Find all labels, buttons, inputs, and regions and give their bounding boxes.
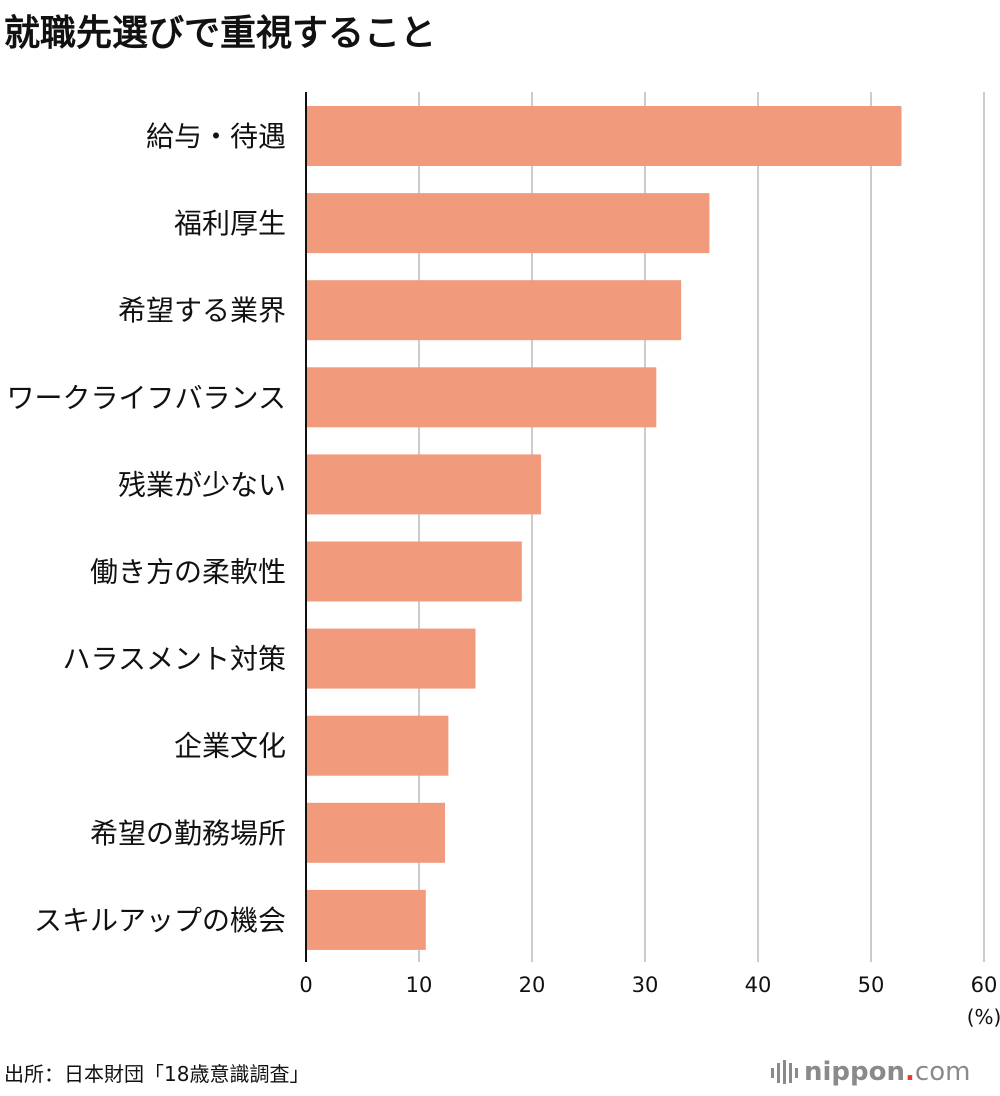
- x-tick-label: 10: [406, 973, 433, 997]
- x-tick-labels: 0 10 20 30 40 50 60: [299, 973, 997, 997]
- nippon-mark-icon: [771, 1060, 798, 1084]
- bar: [306, 889, 426, 950]
- category-labels: 給与・待遇福利厚生希望する業界ワークライフバランス残業が少ない働き方の柔軟性ハラ…: [7, 120, 286, 937]
- bar: [306, 106, 902, 166]
- category-label: 希望の勤務場所: [90, 817, 286, 850]
- category-label: 残業が少ない: [118, 468, 286, 501]
- x-unit-label: (%): [967, 1005, 1000, 1029]
- bar: [306, 280, 682, 341]
- x-tick-label: 60: [971, 973, 998, 997]
- bar: [306, 802, 445, 863]
- bars: [306, 106, 902, 950]
- category-label: 福利厚生: [174, 207, 286, 240]
- x-tick-label: 40: [745, 973, 772, 997]
- logo-dot: .: [905, 1057, 915, 1087]
- x-tick-label: 30: [632, 973, 659, 997]
- x-tick-label: 0: [299, 973, 312, 997]
- bar: [306, 454, 542, 515]
- category-label: 給与・待遇: [146, 120, 286, 153]
- bar-chart: 給与・待遇福利厚生希望する業界ワークライフバランス残業が少ない働き方の柔軟性ハラ…: [7, 92, 1000, 1029]
- bar: [306, 541, 522, 602]
- category-label: スキルアップの機会: [34, 904, 286, 937]
- bar: [306, 367, 657, 428]
- logo-wordmark: nippon.com: [804, 1057, 970, 1087]
- nippon-logo: nippon.com: [770, 1052, 970, 1092]
- logo-name: nippon: [804, 1057, 906, 1087]
- x-tick-label: 20: [519, 973, 546, 997]
- chart-title: 就職先選びで重視すること: [4, 13, 437, 54]
- category-label: 働き方の柔軟性: [90, 556, 286, 589]
- category-label: 企業文化: [174, 730, 286, 763]
- category-label: 希望する業界: [118, 294, 286, 327]
- source-note: 出所：日本財団「18歳意識調査」: [4, 1062, 310, 1086]
- category-label: ワークライフバランス: [7, 381, 286, 414]
- bar: [306, 193, 710, 254]
- category-label: ハラスメント対策: [63, 643, 286, 676]
- logo-tld: com: [914, 1057, 971, 1087]
- bar: [306, 628, 476, 689]
- x-tick-label: 50: [858, 973, 885, 997]
- bar: [306, 715, 449, 776]
